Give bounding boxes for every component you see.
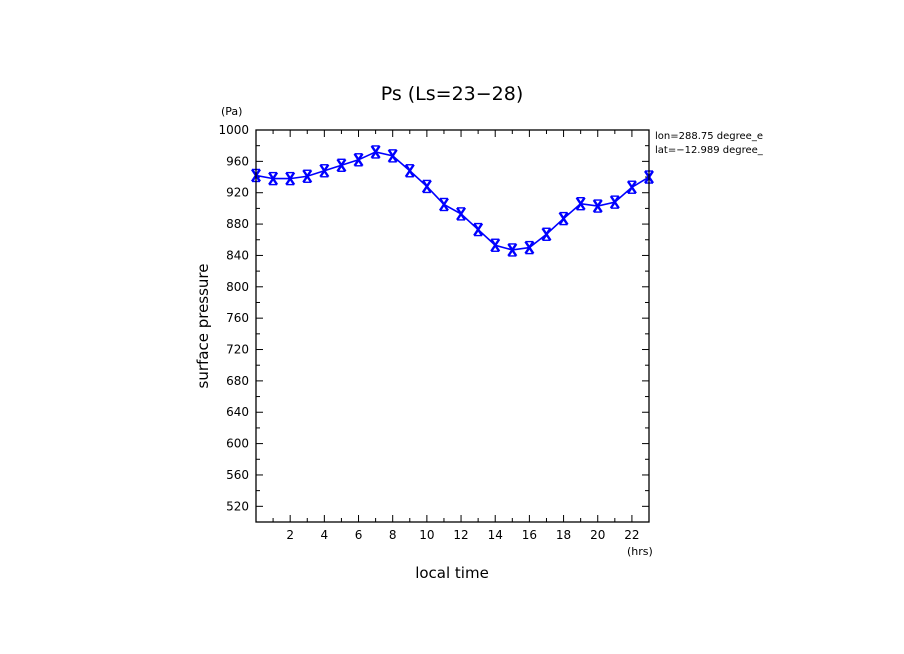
x-tick-label: 14 bbox=[488, 528, 503, 542]
data-point bbox=[490, 238, 501, 252]
y-tick-label: 800 bbox=[226, 280, 249, 294]
data-point bbox=[575, 196, 586, 211]
y-tick-label: 880 bbox=[226, 217, 249, 231]
data-point bbox=[507, 243, 518, 257]
x-tick-label: 22 bbox=[624, 528, 639, 542]
data-point bbox=[336, 158, 347, 172]
axis-ticks: 520 560 600 640 680 720 760 800 840 880 920 960 1000… bbox=[218, 123, 650, 542]
data-point bbox=[626, 180, 637, 194]
x-tick-label: 16 bbox=[522, 528, 537, 542]
x-tick-label: 2 bbox=[286, 528, 294, 542]
y-tick-label: 760 bbox=[226, 311, 249, 325]
data-point bbox=[285, 171, 296, 186]
y-tick-label: 840 bbox=[226, 248, 249, 262]
data-point bbox=[558, 211, 569, 226]
x-tick-label: 18 bbox=[556, 528, 571, 542]
data-point bbox=[456, 207, 467, 221]
y-tick-label: 960 bbox=[226, 154, 249, 168]
chart-title: Ps (Ls=23−28) bbox=[381, 83, 524, 105]
x-axis-unit: (hrs) bbox=[627, 545, 653, 558]
y-axis-unit: (Pa) bbox=[221, 105, 242, 118]
y-axis-label: surface pressure bbox=[194, 264, 212, 389]
y-tick-label: 1000 bbox=[218, 123, 249, 137]
y-tick-label: 600 bbox=[226, 437, 249, 451]
data-point bbox=[541, 227, 552, 241]
plot-frame bbox=[255, 129, 650, 523]
data-point bbox=[421, 179, 432, 194]
data-point bbox=[609, 195, 620, 209]
annotation-lon: lon=288.75 degree_e bbox=[655, 131, 763, 142]
y-tick-label: 720 bbox=[226, 343, 249, 357]
data-point bbox=[524, 240, 535, 255]
x-tick-label: 8 bbox=[389, 528, 397, 542]
y-tick-label: 920 bbox=[226, 186, 249, 200]
series-line bbox=[255, 151, 650, 251]
x-tick-label: 4 bbox=[321, 528, 329, 542]
data-point bbox=[370, 145, 381, 159]
data-point bbox=[302, 169, 313, 183]
x-tick-label: 12 bbox=[453, 528, 468, 542]
y-tick-label: 520 bbox=[226, 499, 249, 513]
y-tick-label: 640 bbox=[226, 405, 249, 419]
x-tick-label: 20 bbox=[590, 528, 605, 542]
data-point bbox=[473, 222, 484, 237]
data-series bbox=[251, 145, 654, 257]
data-point bbox=[319, 164, 330, 178]
data-point bbox=[353, 153, 364, 167]
x-tick-label: 10 bbox=[419, 528, 434, 542]
x-axis-label: local time bbox=[415, 564, 489, 582]
x-tick-label: 6 bbox=[355, 528, 363, 542]
data-point bbox=[592, 199, 603, 213]
data-point bbox=[387, 149, 398, 163]
data-point bbox=[404, 164, 415, 178]
y-tick-label: 560 bbox=[226, 468, 249, 482]
annotation-lat: lat=−12.989 degree_ bbox=[655, 145, 764, 156]
y-tick-label: 680 bbox=[226, 374, 249, 388]
data-point bbox=[268, 171, 279, 186]
data-point bbox=[438, 197, 449, 212]
